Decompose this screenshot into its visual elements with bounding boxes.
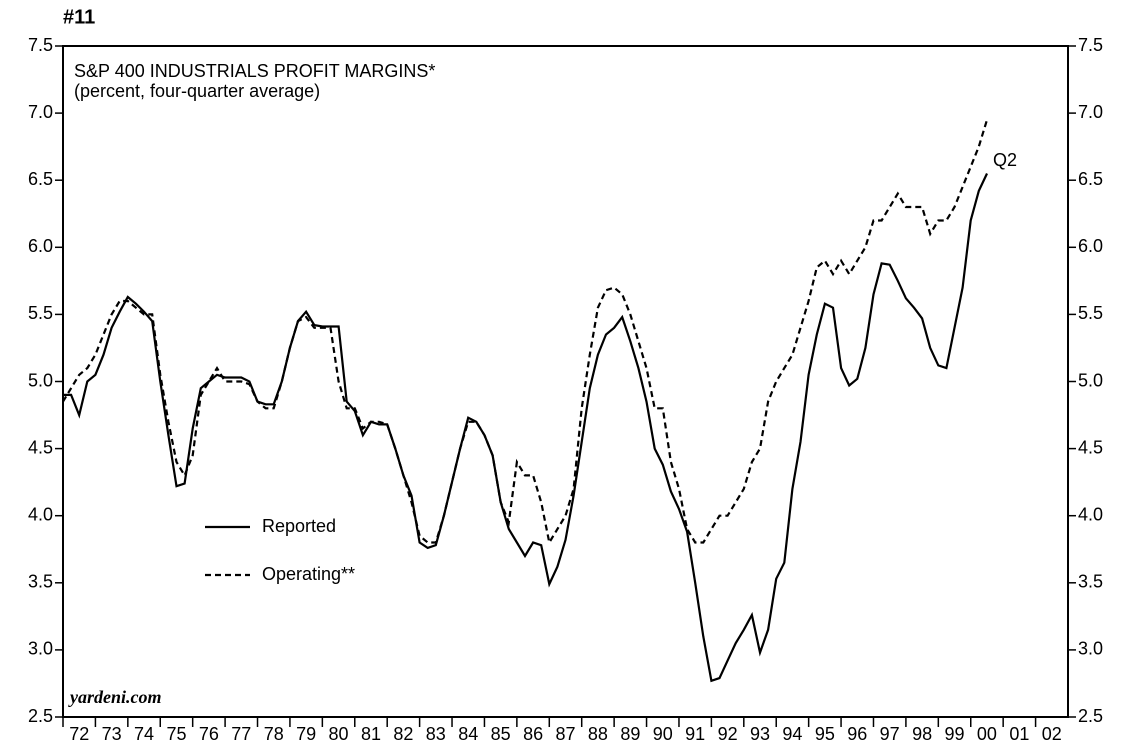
x-tick-label: 74 (134, 724, 154, 744)
x-tick-label: 98 (912, 724, 932, 744)
y-tick-label: 5.0 (28, 370, 53, 390)
y2-tick-label: 6.0 (1078, 236, 1103, 256)
x-tick-label: 96 (847, 724, 867, 744)
series-line (62, 119, 989, 546)
x-tick-label: 78 (264, 724, 284, 744)
chart-subtitle: (percent, four-quarter average) (74, 81, 320, 101)
annotation: Q2 (993, 150, 1017, 170)
y2-tick-label: 4.5 (1078, 437, 1103, 457)
x-tick-label: 89 (620, 724, 640, 744)
y-tick-label: 7.0 (28, 102, 53, 122)
x-tick-label: 84 (458, 724, 478, 744)
y2-tick-label: 4.0 (1078, 504, 1103, 524)
x-tick-label: 99 (945, 724, 965, 744)
x-tick-label: 80 (329, 724, 349, 744)
x-tick-label: 91 (685, 724, 705, 744)
y2-tick-label: 6.5 (1078, 169, 1103, 189)
x-tick-label: 95 (815, 724, 835, 744)
x-tick-label: 00 (977, 724, 997, 744)
y2-tick-label: 2.5 (1078, 706, 1103, 726)
y-tick-label: 3.5 (28, 572, 53, 592)
x-tick-label: 76 (199, 724, 219, 744)
x-tick-label: 75 (166, 724, 186, 744)
y-tick-label: 6.0 (28, 236, 53, 256)
x-tick-label: 88 (588, 724, 608, 744)
series-line (63, 173, 988, 683)
x-tick-label: 94 (782, 724, 802, 744)
x-tick-label: 01 (1009, 724, 1029, 744)
x-tick-label: 02 (1042, 724, 1062, 744)
x-tick-label: 90 (653, 724, 673, 744)
y2-tick-label: 3.0 (1078, 639, 1103, 659)
x-tick-label: 82 (393, 724, 413, 744)
y-tick-label: 2.5 (28, 706, 53, 726)
y2-tick-label: 5.5 (1078, 303, 1103, 323)
x-tick-label: 87 (555, 724, 575, 744)
x-tick-label: 72 (69, 724, 89, 744)
legend-label: Operating** (262, 564, 355, 584)
y-tick-label: 6.5 (28, 169, 53, 189)
y2-tick-label: 7.5 (1078, 35, 1103, 55)
y2-tick-label: 5.0 (1078, 370, 1103, 390)
y2-tick-label: 3.5 (1078, 572, 1103, 592)
x-tick-label: 85 (491, 724, 511, 744)
x-tick-label: 79 (296, 724, 316, 744)
y-tick-label: 7.5 (28, 35, 53, 55)
x-tick-label: 81 (361, 724, 381, 744)
x-tick-label: 77 (231, 724, 251, 744)
y-tick-label: 5.5 (28, 303, 53, 323)
legend-label: Reported (262, 516, 336, 536)
x-tick-label: 83 (426, 724, 446, 744)
chart-title: S&P 400 INDUSTRIALS PROFIT MARGINS* (74, 61, 435, 81)
source: yardeni.com (68, 687, 162, 707)
x-tick-label: 92 (718, 724, 738, 744)
x-tick-label: 97 (880, 724, 900, 744)
x-tick-label: 86 (523, 724, 543, 744)
plot-frame (62, 45, 1069, 718)
x-tick-label: 93 (750, 724, 770, 744)
y-tick-label: 4.5 (28, 437, 53, 457)
chart-number: #11 (63, 6, 95, 28)
y-tick-label: 3.0 (28, 639, 53, 659)
y-tick-label: 4.0 (28, 504, 53, 524)
x-tick-label: 73 (102, 724, 122, 744)
y2-tick-label: 7.0 (1078, 102, 1103, 122)
